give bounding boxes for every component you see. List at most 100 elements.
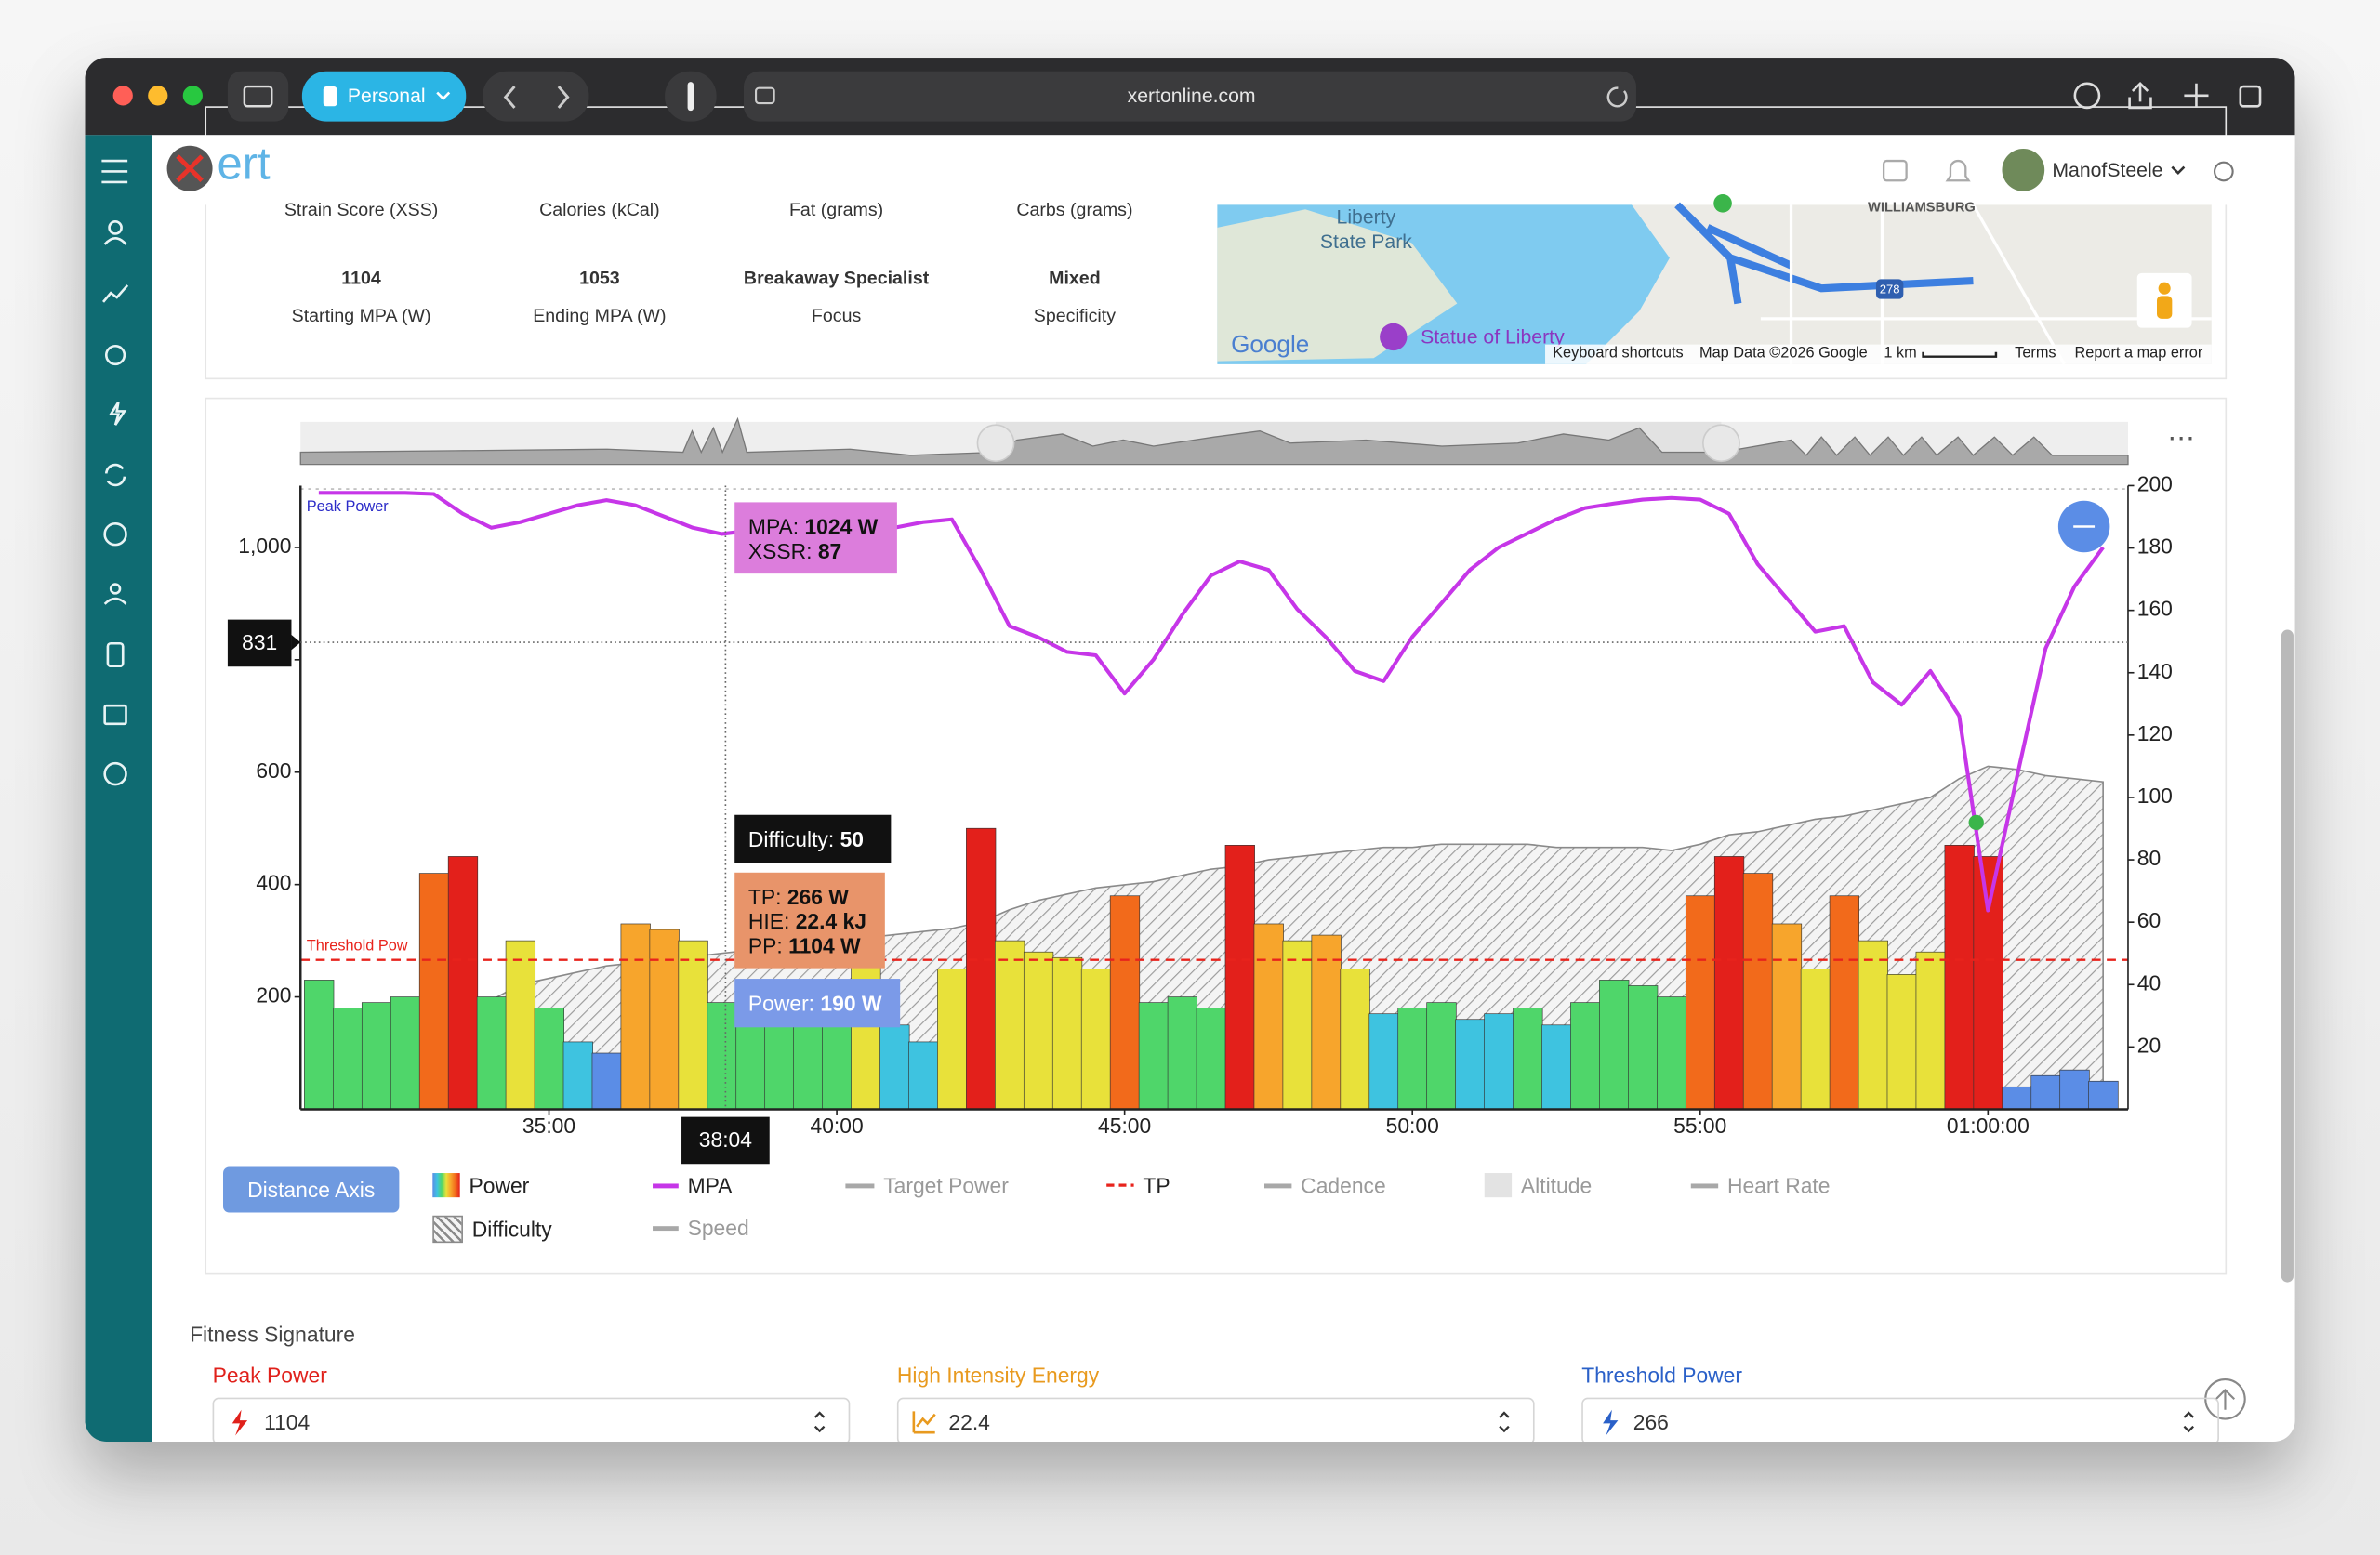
hover-point (1968, 814, 1984, 831)
power-bar (1628, 985, 1659, 1110)
legend-swatch (432, 1173, 460, 1198)
close-button[interactable] (112, 86, 133, 106)
y2-tick-label: 120 (2137, 721, 2173, 745)
legend-label: Heart Rate (1726, 1173, 1831, 1198)
sidebar-toggle[interactable] (227, 71, 289, 122)
sync-nav[interactable] (104, 463, 126, 487)
power-bar (390, 996, 421, 1110)
legend-item[interactable]: Cadence (1264, 1173, 1386, 1197)
timer-nav[interactable] (104, 344, 126, 366)
tooltip-label: MPA: (747, 513, 800, 538)
tooltip-row: XSSR: 87 (748, 538, 883, 562)
profile-chevron (436, 91, 451, 100)
x-tick-label: 01:00:00 (1947, 1114, 2030, 1138)
crosshair-y-label: 831 (242, 630, 277, 654)
tooltip-label: XSSR: (747, 537, 813, 562)
legend-item[interactable]: Altitude (1484, 1173, 1592, 1198)
play-nav[interactable] (103, 521, 127, 547)
y-tick-label: 600 (256, 758, 291, 783)
tp-input[interactable]: 266 (1581, 1397, 2219, 1443)
tooltip-row: PP: 1104 W (748, 932, 871, 956)
notifications-icon[interactable] (1945, 160, 1971, 182)
downloads-icon[interactable] (2073, 82, 2101, 110)
help-nav[interactable] (103, 761, 127, 786)
legend-swatch (1264, 1182, 1292, 1188)
power-bar (1167, 996, 1198, 1110)
legend-label: Power (469, 1173, 530, 1198)
stat-label: Specificity (1033, 305, 1117, 327)
spinner[interactable] (813, 1411, 826, 1433)
power-bar (447, 856, 479, 1110)
power-bar (1340, 969, 1370, 1110)
legend-item[interactable]: Heart Rate (1690, 1173, 1831, 1198)
legend-item[interactable]: Power (432, 1173, 530, 1198)
legend-item[interactable]: Difficulty (432, 1215, 552, 1244)
navigator[interactable] (299, 416, 2129, 466)
power-bar (562, 1041, 593, 1110)
url: xertonline.com (1128, 86, 1256, 107)
reload-icon[interactable] (1606, 86, 1628, 108)
legend-label: MPA (687, 1173, 733, 1198)
tooltip-value: 1024 W (804, 513, 879, 538)
power-bar (476, 996, 508, 1110)
nav-buttons[interactable] (483, 71, 589, 122)
power-bar (1224, 845, 1255, 1110)
spinner[interactable] (1499, 1411, 1510, 1433)
power-nav[interactable] (108, 401, 127, 426)
tooltip-value: 50 (840, 826, 865, 851)
legend-item[interactable]: TP (1106, 1173, 1170, 1197)
address-bar[interactable] (743, 71, 1636, 122)
legend-label: Target Power (883, 1173, 1009, 1198)
navigator-handle[interactable] (1702, 424, 1740, 463)
menu-icon[interactable] (101, 159, 128, 184)
device-nav[interactable] (106, 641, 125, 668)
peak-power-icon (231, 1409, 248, 1436)
share-icon[interactable] (2128, 81, 2152, 110)
y2-tick-label: 40 (2137, 970, 2161, 995)
profile-button[interactable] (301, 71, 467, 122)
x-tick-label: 55:00 (1673, 1114, 1726, 1138)
legend-swatch (1690, 1182, 1719, 1188)
tooltip-row: Power: 190 W (748, 991, 887, 1015)
legend-item[interactable]: MPA (653, 1173, 732, 1197)
spinners (813, 1411, 2194, 1433)
chart-menu[interactable]: ⋯ (2167, 423, 2194, 454)
map[interactable]: Liberty State Park WILLIAMSBURG 278 Stat… (1217, 193, 2212, 365)
y2-tick-label: 60 (2137, 908, 2161, 932)
progress-nav[interactable] (102, 284, 129, 303)
power-bar (1657, 996, 1687, 1110)
legend-item[interactable]: Target Power (845, 1173, 1009, 1198)
tabs-icon[interactable] (2239, 85, 2262, 108)
add-icon[interactable] (2213, 161, 2234, 182)
map-footer-text: Report a map error (2075, 345, 2203, 362)
legend-swatch (653, 1182, 679, 1188)
power-bar (620, 923, 651, 1110)
peak-power-input[interactable]: 1104 (212, 1397, 851, 1443)
minimize-button[interactable] (148, 86, 168, 106)
news-icon[interactable] (1882, 159, 1908, 182)
tooltip-label: HIE: (747, 908, 790, 933)
team-nav[interactable] (109, 583, 122, 595)
hie-input[interactable]: 22.4 (896, 1397, 1535, 1443)
spinner[interactable] (2183, 1411, 2194, 1433)
zoom-button[interactable] (182, 86, 203, 106)
map-footer-text: Keyboard shortcuts (1553, 345, 1684, 362)
power-bar (937, 969, 968, 1110)
legend-item[interactable]: Speed (653, 1216, 749, 1240)
y2-tick-label: 100 (2137, 784, 2173, 808)
power-bar (1973, 856, 2003, 1110)
reference-label: Threshold Pow (307, 937, 408, 954)
stat-label: Fat (grams) (788, 198, 884, 220)
legend-swatch (1484, 1173, 1513, 1198)
avatar[interactable] (2002, 149, 2045, 191)
new-tab-icon[interactable] (2184, 83, 2209, 108)
profile-nav[interactable] (108, 220, 123, 235)
news-nav[interactable] (103, 704, 127, 726)
power-bar (2002, 1086, 2032, 1110)
navigator-handle[interactable] (976, 424, 1015, 463)
power-bar (534, 1008, 564, 1110)
user-name[interactable]: ManofSteele (2052, 160, 2162, 181)
power-bar (1138, 1002, 1170, 1110)
distance-axis-button[interactable]: Distance Axis (222, 1166, 400, 1213)
